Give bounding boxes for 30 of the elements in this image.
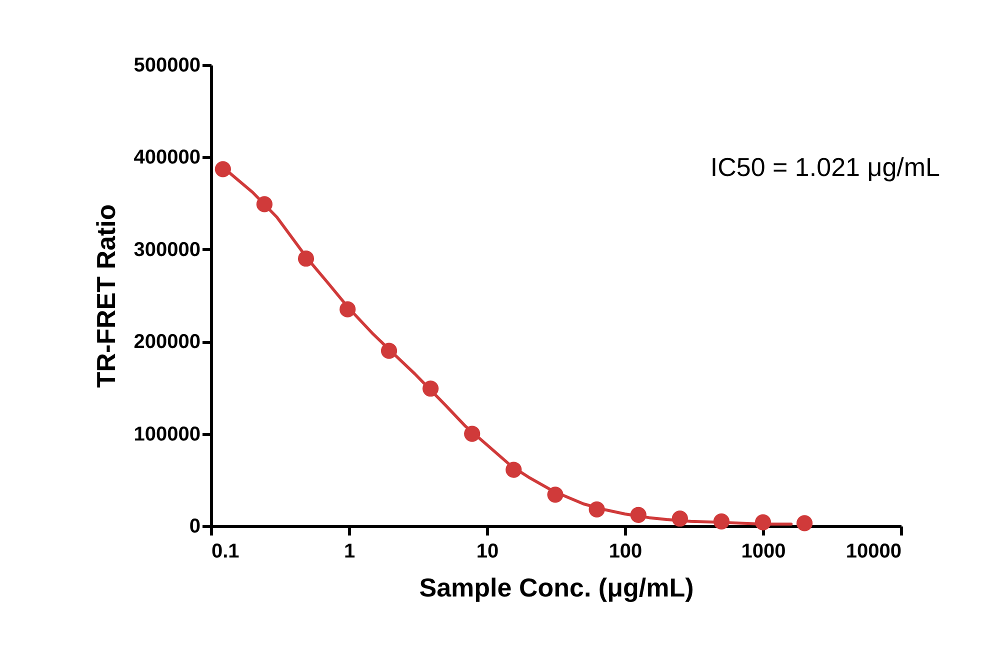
point: [630, 506, 646, 523]
x-tick-label: 10: [476, 540, 499, 562]
y-tick-label: 500000: [134, 54, 200, 76]
y-axis-title: TR-FRET Ratio: [90, 204, 121, 388]
y-tick-label: 400000: [134, 146, 200, 169]
y-tick-label: 100000: [134, 423, 200, 446]
point: [547, 486, 564, 503]
x-tick-label: 100: [608, 540, 642, 562]
y-tick-label: 0: [189, 516, 200, 538]
point: [464, 426, 480, 442]
x-tick-label: 1000: [741, 540, 786, 562]
y-tick-label: 200000: [134, 331, 200, 354]
x-tick-label: 10000: [846, 540, 902, 562]
annotation: IC50 = 1.021 μg/mL: [710, 152, 940, 182]
point: [380, 342, 398, 359]
point: [672, 510, 688, 527]
point: [298, 250, 314, 267]
point: [506, 462, 522, 478]
point: [713, 513, 730, 530]
x-tick-label: 1: [344, 540, 356, 562]
y-tick-label: 300000: [134, 238, 200, 261]
x-tick-label: 0.1: [212, 540, 240, 562]
point: [422, 380, 439, 397]
point: [214, 161, 231, 178]
x-axis-title: Sample Conc. (μg/mL): [419, 572, 694, 602]
point: [340, 301, 356, 318]
point: [754, 514, 772, 530]
point: [588, 501, 605, 518]
point: [796, 515, 813, 532]
point: [256, 196, 273, 212]
